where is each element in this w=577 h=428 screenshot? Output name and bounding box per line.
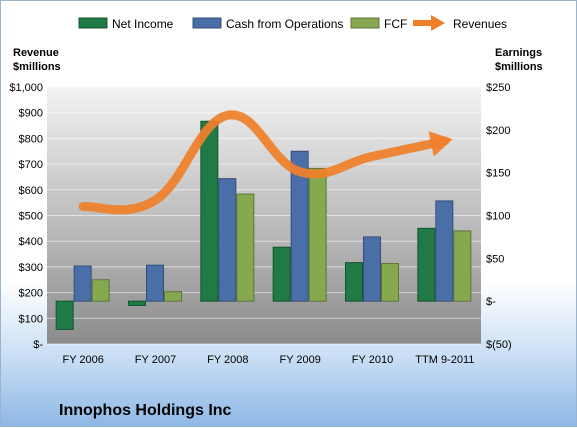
left-tick-label: $500	[19, 211, 43, 223]
right-axis-title-line2: $millions	[495, 61, 543, 73]
category-labels: FY 2006 FY 2007 FY 2008 FY 2009 FY 2010 TTM 9…	[62, 354, 474, 366]
legend-arrow	[431, 15, 445, 31]
bar-fcf	[91, 279, 110, 302]
left-tick-label: $100	[19, 313, 43, 325]
bar-net-income	[345, 262, 363, 302]
legend-label: Net Income	[112, 17, 174, 31]
category-label: FY 2010	[352, 354, 393, 366]
legend-label: Revenues	[453, 17, 507, 31]
right-axis-title-line1: Earnings	[495, 47, 542, 59]
left-tick-label: $1,000	[9, 82, 43, 94]
bar-net-income	[200, 120, 219, 302]
bar-cash-from-operations	[73, 265, 92, 302]
bar-fcf	[164, 291, 182, 302]
revenues-line	[78, 110, 450, 215]
category-label: FY 2006	[62, 354, 103, 366]
category-label: FY 2009	[279, 354, 320, 366]
bar-cash-from-operations	[435, 200, 454, 302]
right-tick-label: $100	[486, 211, 510, 223]
right-tick-label: $50	[486, 253, 504, 265]
chart-title: Innophos Holdings Inc	[59, 402, 232, 419]
bar-cash-from-operations	[218, 178, 237, 302]
left-tick-label: $200	[19, 288, 43, 300]
legend: Net Income Cash from Operations FCF Revenue…	[78, 15, 507, 31]
legend-item: Net Income	[78, 17, 174, 31]
left-axis-ticks: $- $100 $200 $300 $400 $500 $600 $700 $800 $900 $1…	[9, 82, 43, 351]
left-tick-label: $900	[19, 108, 43, 120]
legend-item: Revenues	[413, 15, 507, 31]
bar-net-income	[55, 300, 74, 330]
bars	[55, 120, 472, 330]
bar-cash-from-operations	[146, 264, 164, 302]
right-tick-label: $200	[486, 125, 510, 137]
bar-net-income	[272, 246, 291, 302]
bar-fcf	[236, 193, 255, 302]
bar-cash-from-operations	[290, 150, 309, 302]
left-axis-title-line1: Revenue	[13, 47, 59, 59]
legend-label: Cash from Operations	[226, 17, 343, 31]
legend-label: FCF	[384, 17, 407, 31]
category-label: TTM 9-2011	[415, 354, 474, 366]
legend-swatch	[192, 17, 222, 29]
left-axis-title-line2: $millions	[13, 61, 61, 73]
left-tick-label: $600	[19, 185, 43, 197]
bar-fcf	[308, 167, 327, 302]
right-tick-label: $250	[486, 82, 510, 94]
legend-item: FCF	[350, 17, 407, 31]
right-axis-ticks: $(50) $- $50 $100 $150 $200 $250	[486, 82, 512, 351]
left-tick-label: $300	[19, 262, 43, 274]
left-tick-label: $400	[19, 236, 43, 248]
right-tick-label: $150	[486, 168, 510, 180]
legend-swatch	[350, 17, 380, 29]
right-tick-label: $(50)	[486, 339, 512, 351]
revenues-arrowhead	[428, 131, 453, 157]
bar-fcf	[381, 262, 399, 302]
left-tick-label: $-	[33, 339, 43, 351]
legend-item: Cash from Operations	[192, 17, 343, 31]
category-label: FY 2007	[135, 354, 176, 366]
bar-net-income	[417, 227, 436, 302]
legend-swatch	[78, 17, 108, 29]
bar-net-income	[128, 300, 146, 306]
right-tick-label: $-	[486, 296, 496, 308]
left-tick-label: $800	[19, 133, 43, 145]
bar-fcf	[453, 230, 472, 302]
bar-cash-from-operations	[363, 236, 381, 302]
revenue-line-group	[78, 110, 453, 215]
category-label: FY 2008	[207, 354, 248, 366]
left-tick-label: $700	[19, 159, 43, 171]
